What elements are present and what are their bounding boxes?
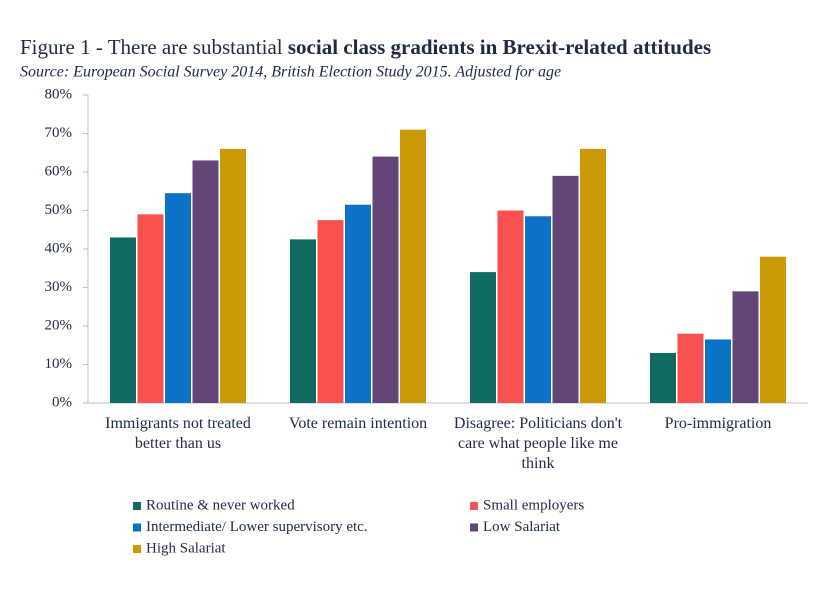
- bar: [220, 148, 246, 403]
- bar: [552, 175, 579, 403]
- bar: [165, 193, 191, 403]
- y-tick-label: 70%: [45, 125, 73, 141]
- bar: [317, 220, 344, 403]
- bar: [345, 204, 371, 403]
- bar: [525, 216, 551, 403]
- legend-label: Small employers: [483, 497, 584, 513]
- legend-swatch: [470, 523, 478, 532]
- bar: [470, 272, 496, 403]
- y-tick-label: 80%: [45, 86, 73, 102]
- bar: [110, 237, 136, 403]
- legend-swatch: [133, 502, 141, 510]
- title-bold: social class gradients in Brexit-related…: [288, 35, 711, 59]
- chart-title: Figure 1 - There are substantial social …: [20, 35, 711, 59]
- legend-label: Low Salariat: [483, 519, 561, 535]
- bar: [290, 239, 316, 403]
- legend-swatch: [133, 545, 141, 553]
- bar: [732, 291, 759, 403]
- x-tick-label: Vote remain intention: [288, 415, 428, 432]
- y-tick-label: 60%: [45, 163, 73, 179]
- y-tick-label: 0%: [52, 394, 72, 410]
- x-tick-label: Disagree: Politicians don't care what pe…: [453, 415, 623, 472]
- bar: [372, 156, 399, 403]
- bar: [580, 148, 606, 403]
- bar: [137, 214, 164, 403]
- y-tick-label: 10%: [45, 356, 73, 372]
- bar: [650, 352, 676, 403]
- y-tick-label: 20%: [45, 317, 73, 333]
- x-tick-label: Pro-immigration: [664, 415, 772, 432]
- bar: [760, 256, 786, 403]
- y-tick-label: 50%: [45, 202, 73, 218]
- title-plain: Figure 1 - There are substantial: [20, 35, 283, 59]
- y-tick-label: 30%: [45, 279, 73, 295]
- legend-label: High Salariat: [146, 540, 226, 556]
- legend-label: Intermediate/ Lower supervisory etc.: [146, 519, 368, 535]
- legend-swatch: [133, 523, 141, 532]
- bar: [400, 129, 426, 403]
- bar: [705, 339, 731, 403]
- y-tick-label: 40%: [45, 240, 73, 256]
- chart-subtitle: Source: European Social Survey 2014, Bri…: [20, 64, 561, 81]
- x-tick-label: Immigrants not treated better than us: [105, 415, 251, 452]
- legend-swatch: [470, 502, 478, 510]
- bar: [677, 333, 704, 403]
- legend-label: Routine & never worked: [146, 497, 295, 513]
- bar: [497, 210, 524, 403]
- bar: [192, 160, 219, 403]
